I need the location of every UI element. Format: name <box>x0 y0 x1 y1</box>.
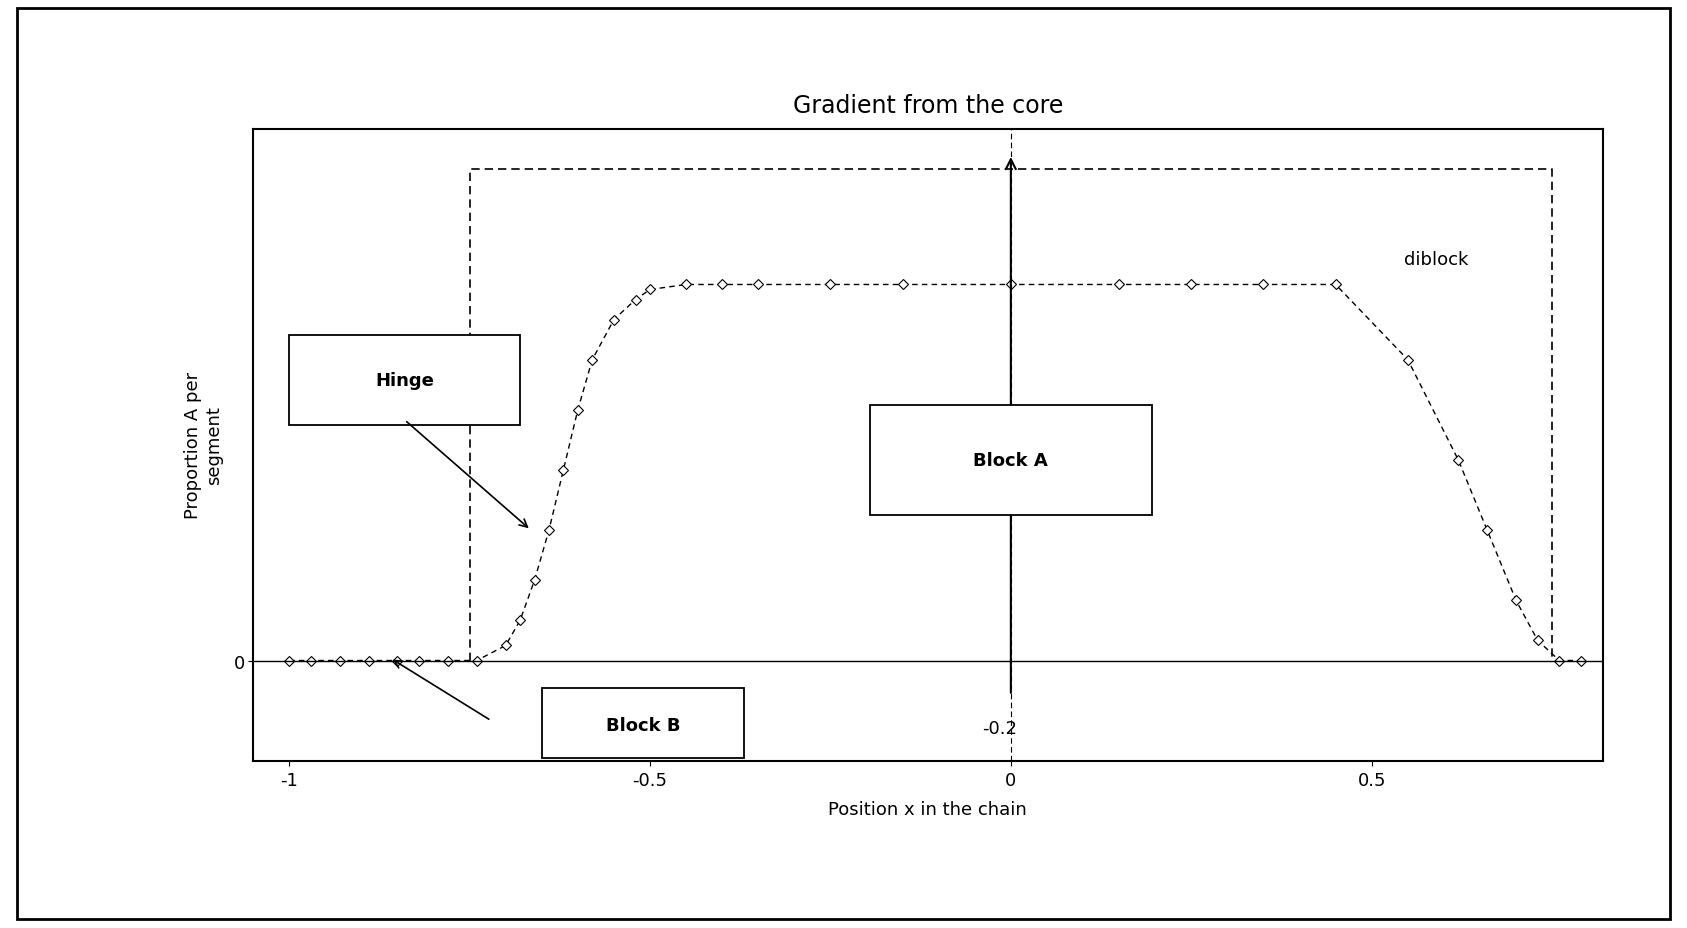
Text: diblock: diblock <box>1404 251 1469 269</box>
Title: Gradient from the core: Gradient from the core <box>793 95 1063 118</box>
Text: Block B: Block B <box>606 716 680 734</box>
Text: Hinge: Hinge <box>375 371 434 390</box>
FancyBboxPatch shape <box>542 689 744 758</box>
Text: Block A: Block A <box>973 452 1048 470</box>
Y-axis label: Proportion A per
segment: Proportion A per segment <box>184 372 223 519</box>
Text: -0.2: -0.2 <box>982 719 1017 738</box>
X-axis label: Position x in the chain: Position x in the chain <box>828 800 1027 818</box>
FancyBboxPatch shape <box>288 335 520 425</box>
FancyBboxPatch shape <box>870 406 1152 516</box>
